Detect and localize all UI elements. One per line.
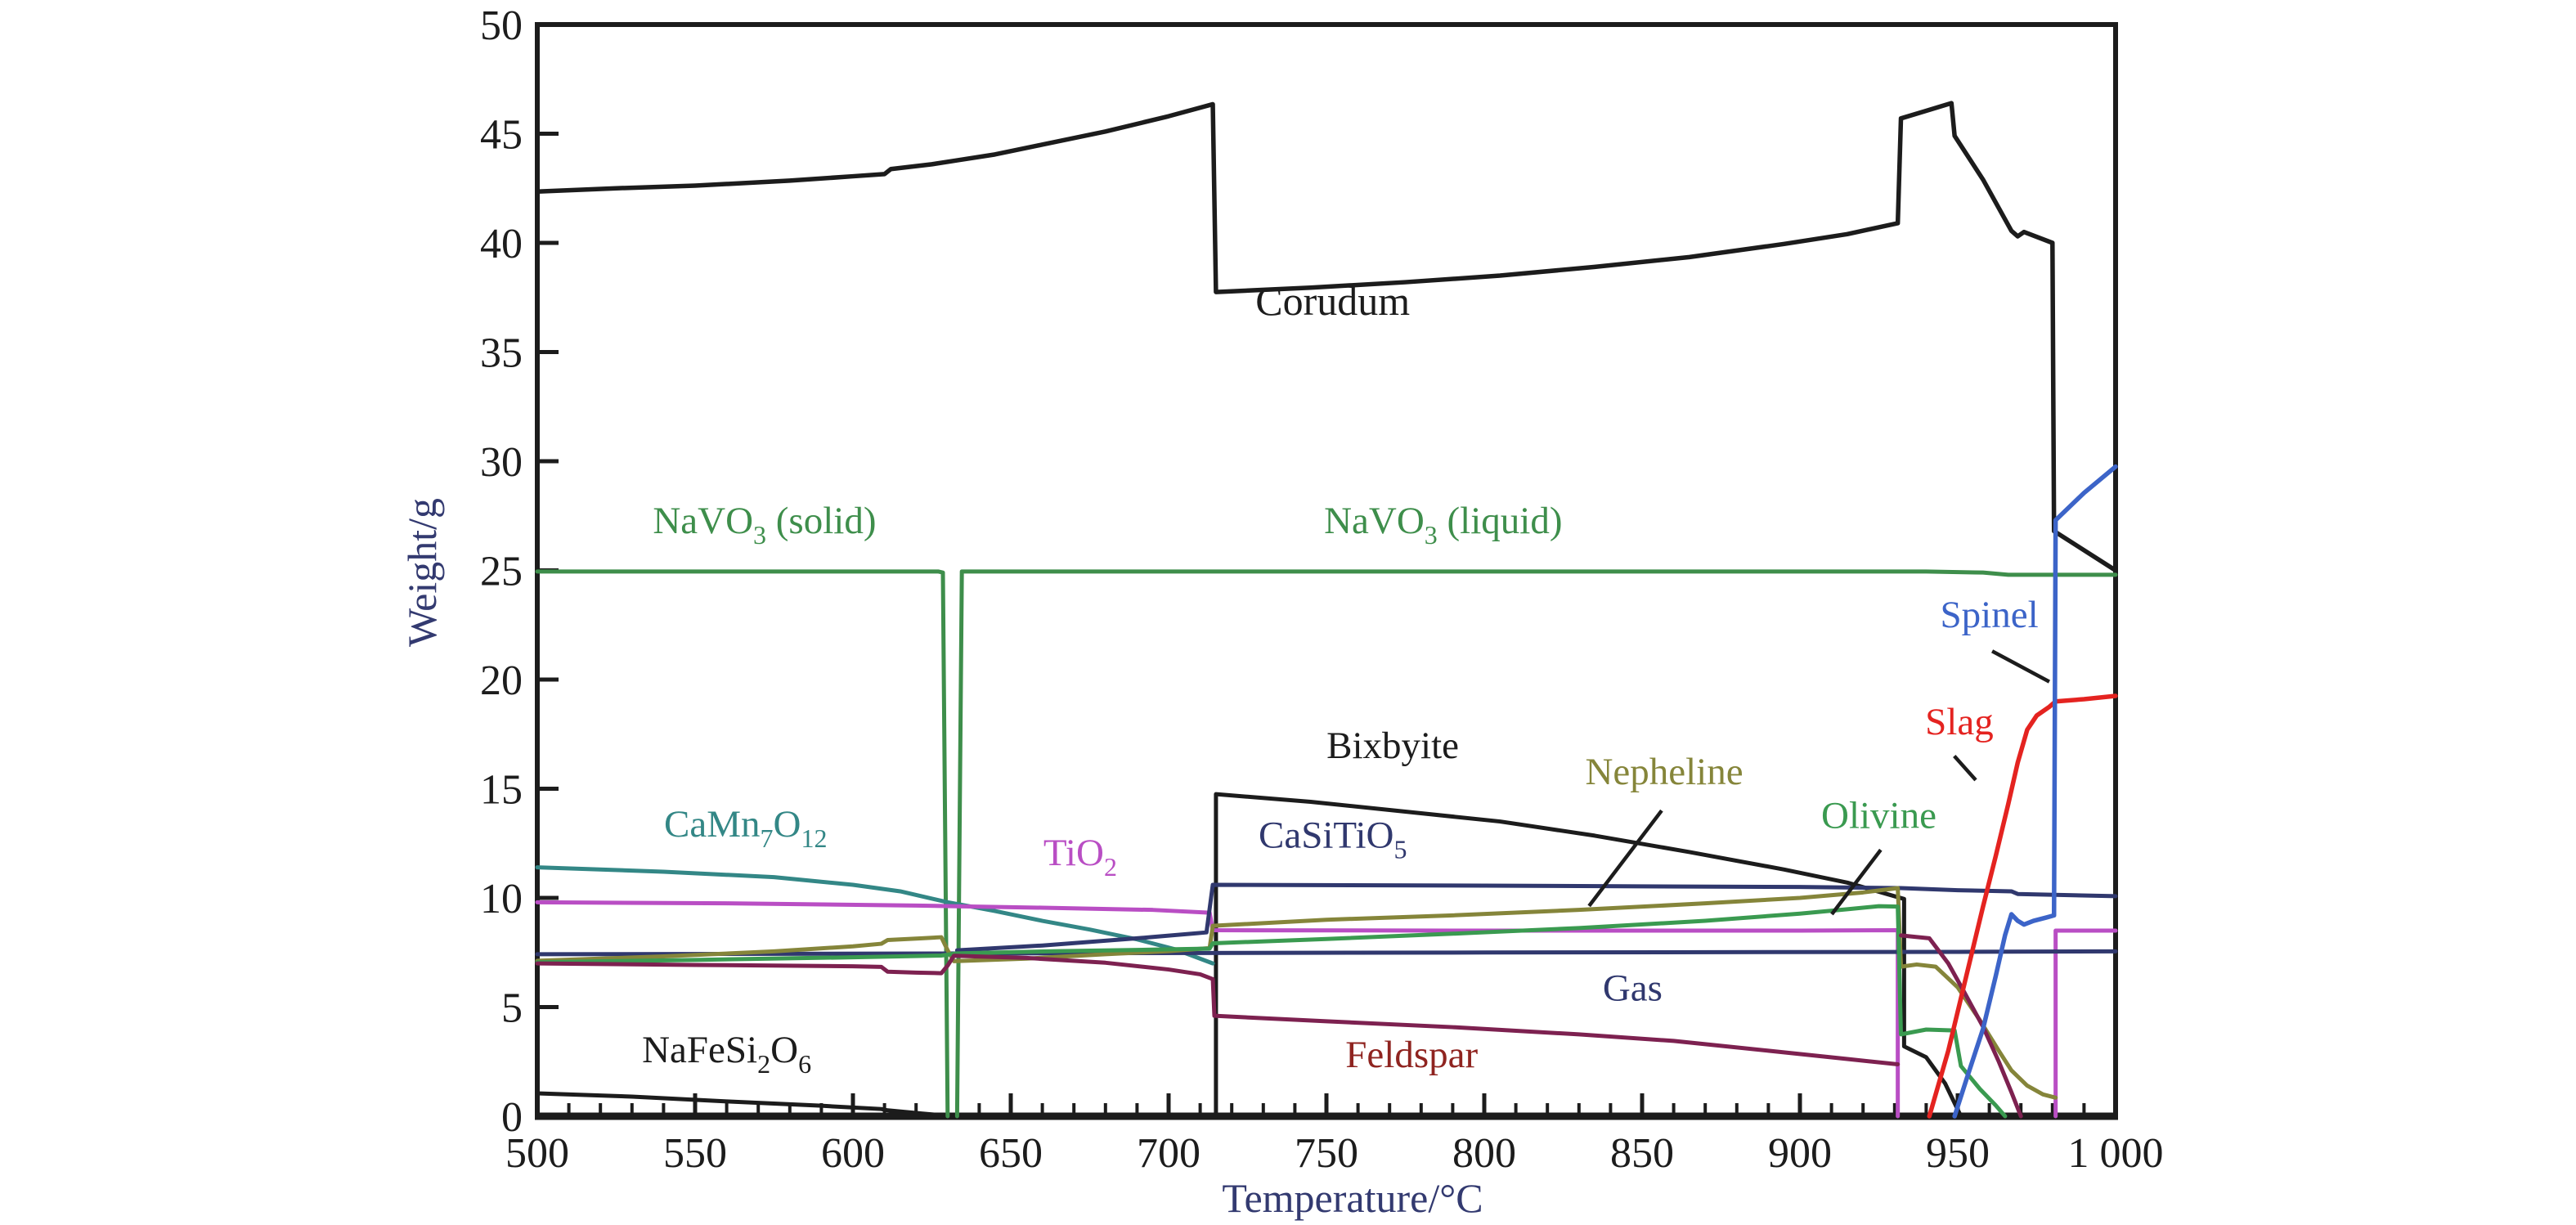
x-tick-label: 500 <box>505 1130 569 1177</box>
curve-nafesi2o6 <box>535 1091 959 1119</box>
x-tick-label: 550 <box>663 1130 727 1177</box>
label-nafesi2o6: NaFeSi2O6 <box>642 1029 811 1079</box>
label-bixbyite: Bixbyite <box>1326 725 1459 767</box>
label-spinel: Spinel <box>1941 594 2039 636</box>
y-tick-label: 15 <box>480 767 523 814</box>
x-axis-title: Temperature/°C <box>1222 1175 1483 1221</box>
y-tick-label: 0 <box>501 1094 523 1141</box>
x-tick-label: 700 <box>1137 1130 1200 1177</box>
curve-feldspar <box>1899 933 2023 1119</box>
curve-bixbyite <box>1214 792 1963 1119</box>
x-tick-label: 850 <box>1610 1130 1674 1177</box>
label-tio2: TiO2 <box>1043 832 1117 882</box>
x-tick-label: 900 <box>1768 1130 1832 1177</box>
curve-casitio5 <box>954 882 2118 953</box>
x-tick-label: 800 <box>1452 1130 1516 1177</box>
label-slag: Slag <box>1925 701 1994 743</box>
curve-navo3-solid <box>535 569 950 1119</box>
label-navo3-solid: NaVO3 (solid) <box>653 500 876 550</box>
curve-tio2 <box>2053 928 2118 1119</box>
label-camn7o12: CaMn7O12 <box>664 803 827 853</box>
y-tick-label: 35 <box>480 330 523 377</box>
label-nepheline: Nepheline <box>1585 751 1743 793</box>
x-tick-label: 650 <box>979 1130 1043 1177</box>
leader-nepheline <box>1587 809 1663 908</box>
label-olivine: Olivine <box>1821 795 1936 837</box>
series-curves <box>535 101 2118 1119</box>
axis-ticks: 500 550 600 650 700 750 800 850 900 950 1 000 0 5 10 1… <box>480 2 2164 1177</box>
label-navo3-liquid: NaVO3 (liquid) <box>1324 500 1562 550</box>
x-tick-label: 950 <box>1926 1130 1990 1177</box>
phase-labels: Corudum NaVO3 (solid) NaVO3 (liquid) Spinel… <box>642 278 2039 1079</box>
x-tick-label: 750 <box>1295 1130 1358 1177</box>
leader-olivine <box>1830 848 1883 916</box>
label-gas: Gas <box>1603 967 1663 1009</box>
curve-gas <box>535 949 2118 957</box>
label-casitio5: CaSiTiO5 <box>1259 814 1407 864</box>
y-tick-label: 45 <box>480 112 523 159</box>
y-tick-label: 30 <box>480 439 523 486</box>
curve-navo3-liquid <box>954 569 2118 1119</box>
y-tick-label: 25 <box>480 549 523 595</box>
y-tick-label: 10 <box>480 876 523 922</box>
leader-spinel <box>1991 649 2051 684</box>
curve-spinel <box>1952 464 2118 1119</box>
y-tick-label: 50 <box>480 2 523 49</box>
curve-corudum <box>535 101 2118 573</box>
curve-olivine <box>535 904 2008 1119</box>
x-tick-label: 600 <box>821 1130 885 1177</box>
curve-feldspar <box>535 954 1901 1066</box>
label-corudum: Corudum <box>1255 278 1410 324</box>
x-tick-label: 1 000 <box>2068 1130 2164 1177</box>
leader-slag <box>1953 754 1977 782</box>
y-tick-label: 20 <box>480 657 523 704</box>
y-axis-title: Weight/g <box>399 498 445 647</box>
y-tick-label: 5 <box>501 985 523 1032</box>
y-tick-label: 40 <box>480 221 523 267</box>
label-feldspar: Feldspar <box>1345 1034 1478 1076</box>
